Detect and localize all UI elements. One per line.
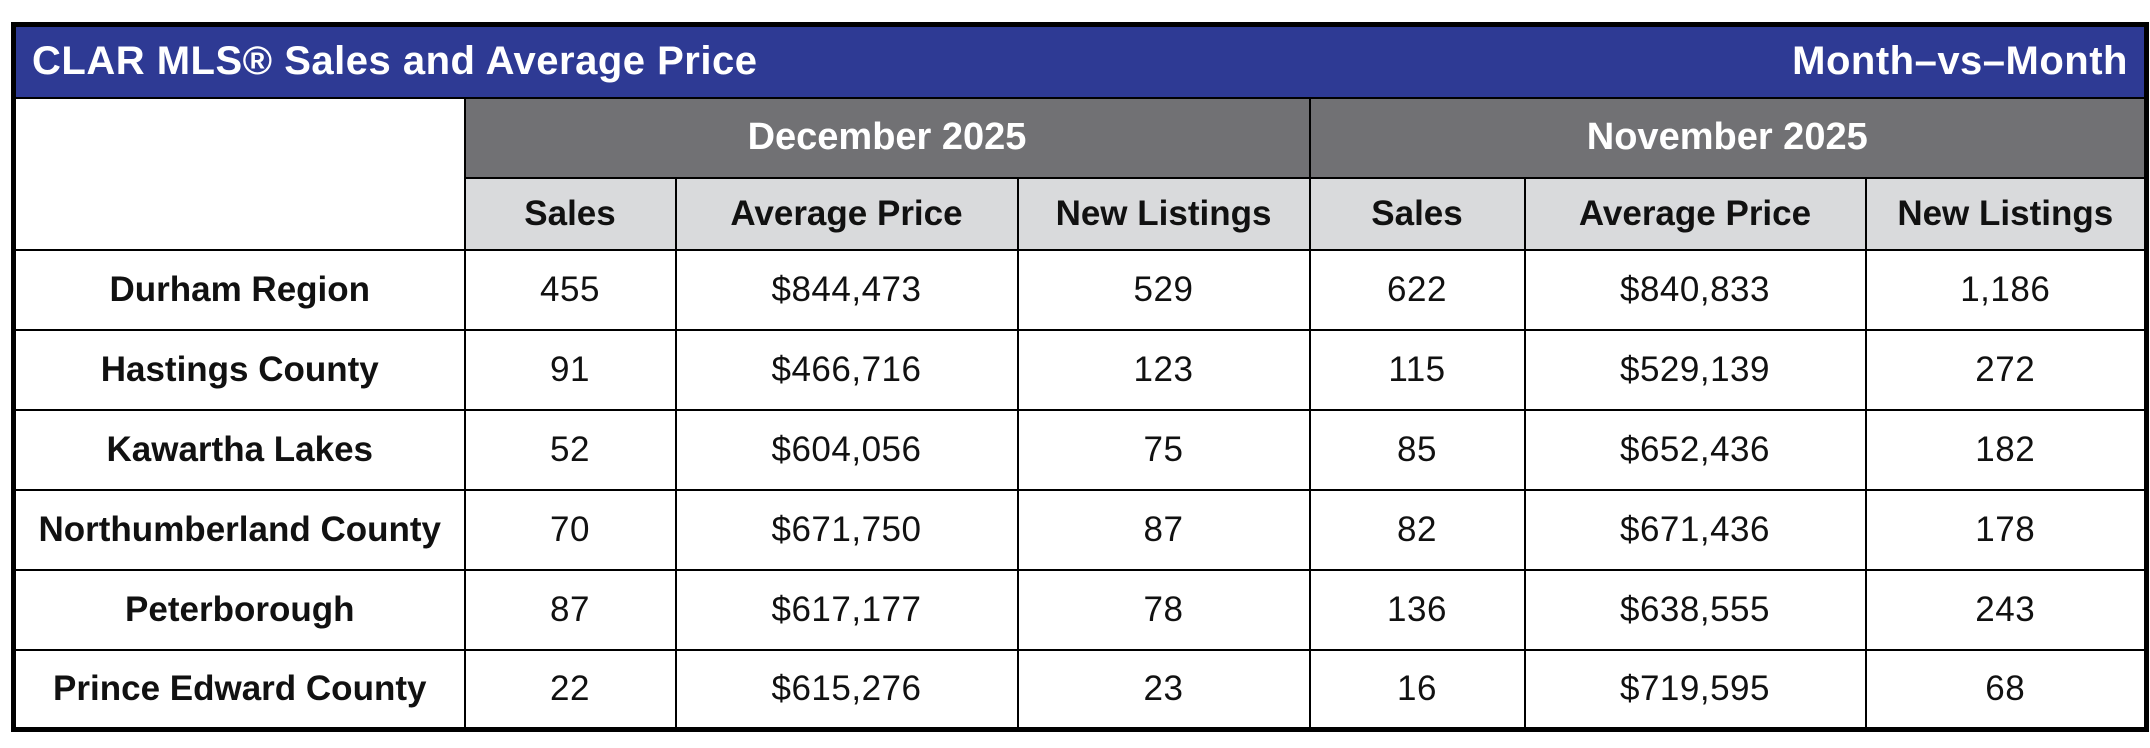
region-label: Kawartha Lakes — [12, 408, 466, 491]
dec-new-listings-value: 78 — [1016, 568, 1311, 651]
nov-new-listings-value: 182 — [1864, 408, 2148, 491]
dec-average-price-value: $617,177 — [674, 568, 1019, 651]
month-header-december: December 2025 — [463, 96, 1311, 179]
region-label: Prince Edward County — [12, 648, 466, 731]
region-label: Durham Region — [12, 248, 466, 331]
column-header-dec-average-price: Average Price — [674, 176, 1019, 251]
corner-empty-cell — [12, 96, 466, 251]
column-header-nov-average-price: Average Price — [1523, 176, 1867, 251]
dec-new-listings-value: 123 — [1016, 328, 1311, 411]
dec-sales-value: 87 — [463, 568, 677, 651]
table-row-prince-edward-county: Prince Edward County 22 $615,276 23 16 $… — [12, 648, 2148, 731]
nov-sales-value: 82 — [1308, 488, 1526, 571]
nov-sales-value: 16 — [1308, 648, 1526, 731]
nov-sales-value: 136 — [1308, 568, 1526, 651]
dec-new-listings-value: 87 — [1016, 488, 1311, 571]
region-label: Hastings County — [12, 328, 466, 411]
dec-sales-value: 52 — [463, 408, 677, 491]
month-header-november: November 2025 — [1308, 96, 2148, 179]
table-row-peterborough: Peterborough 87 $617,177 78 136 $638,555… — [12, 568, 2148, 651]
dec-average-price-value: $604,056 — [674, 408, 1019, 491]
sales-report-table-wrap: CLAR MLS® Sales and Average Price Month–… — [11, 22, 2149, 732]
table-row-hastings-county: Hastings County 91 $466,716 123 115 $529… — [12, 328, 2148, 411]
title-bar: CLAR MLS® Sales and Average Price Month–… — [12, 23, 2148, 99]
nov-average-price-value: $840,833 — [1523, 248, 1867, 331]
table-row-northumberland-county: Northumberland County 70 $671,750 87 82 … — [12, 488, 2148, 571]
nov-average-price-value: $529,139 — [1523, 328, 1867, 411]
sales-report-table: CLAR MLS® Sales and Average Price Month–… — [11, 22, 2149, 732]
month-header-row: December 2025 November 2025 — [12, 96, 2148, 251]
dec-average-price-value: $844,473 — [674, 248, 1019, 331]
column-header-dec-sales: Sales — [463, 176, 677, 251]
region-label: Northumberland County — [12, 488, 466, 571]
nov-new-listings-value: 272 — [1864, 328, 2148, 411]
nov-sales-value: 622 — [1308, 248, 1526, 331]
nov-average-price-value: $719,595 — [1523, 648, 1867, 731]
nov-average-price-value: $652,436 — [1523, 408, 1867, 491]
dec-average-price-value: $615,276 — [674, 648, 1019, 731]
nov-average-price-value: $671,436 — [1523, 488, 1867, 571]
dec-new-listings-value: 529 — [1016, 248, 1311, 331]
column-header-nov-new-listings: New Listings — [1864, 176, 2148, 251]
dec-sales-value: 70 — [463, 488, 677, 571]
nov-new-listings-value: 68 — [1864, 648, 2148, 731]
report-title: CLAR MLS® Sales and Average Price — [32, 39, 758, 84]
dec-new-listings-value: 75 — [1016, 408, 1311, 491]
dec-sales-value: 91 — [463, 328, 677, 411]
dec-average-price-value: $466,716 — [674, 328, 1019, 411]
dec-new-listings-value: 23 — [1016, 648, 1311, 731]
report-subtitle: Month–vs–Month — [1792, 39, 2128, 84]
nov-sales-value: 85 — [1308, 408, 1526, 491]
nov-new-listings-value: 243 — [1864, 568, 2148, 651]
column-header-nov-sales: Sales — [1308, 176, 1526, 251]
dec-sales-value: 22 — [463, 648, 677, 731]
nov-new-listings-value: 1,186 — [1864, 248, 2148, 331]
nov-average-price-value: $638,555 — [1523, 568, 1867, 651]
dec-sales-value: 455 — [463, 248, 677, 331]
nov-new-listings-value: 178 — [1864, 488, 2148, 571]
column-header-row: Sales Average Price New Listings Sales A… — [14, 176, 2148, 251]
dec-average-price-value: $671,750 — [674, 488, 1019, 571]
column-header-dec-new-listings: New Listings — [1016, 176, 1311, 251]
nov-sales-value: 115 — [1308, 328, 1526, 411]
table-row-durham-region: Durham Region 455 $844,473 529 622 $840,… — [12, 248, 2148, 331]
region-label: Peterborough — [12, 568, 466, 651]
table-row-kawartha-lakes: Kawartha Lakes 52 $604,056 75 85 $652,43… — [12, 408, 2148, 491]
